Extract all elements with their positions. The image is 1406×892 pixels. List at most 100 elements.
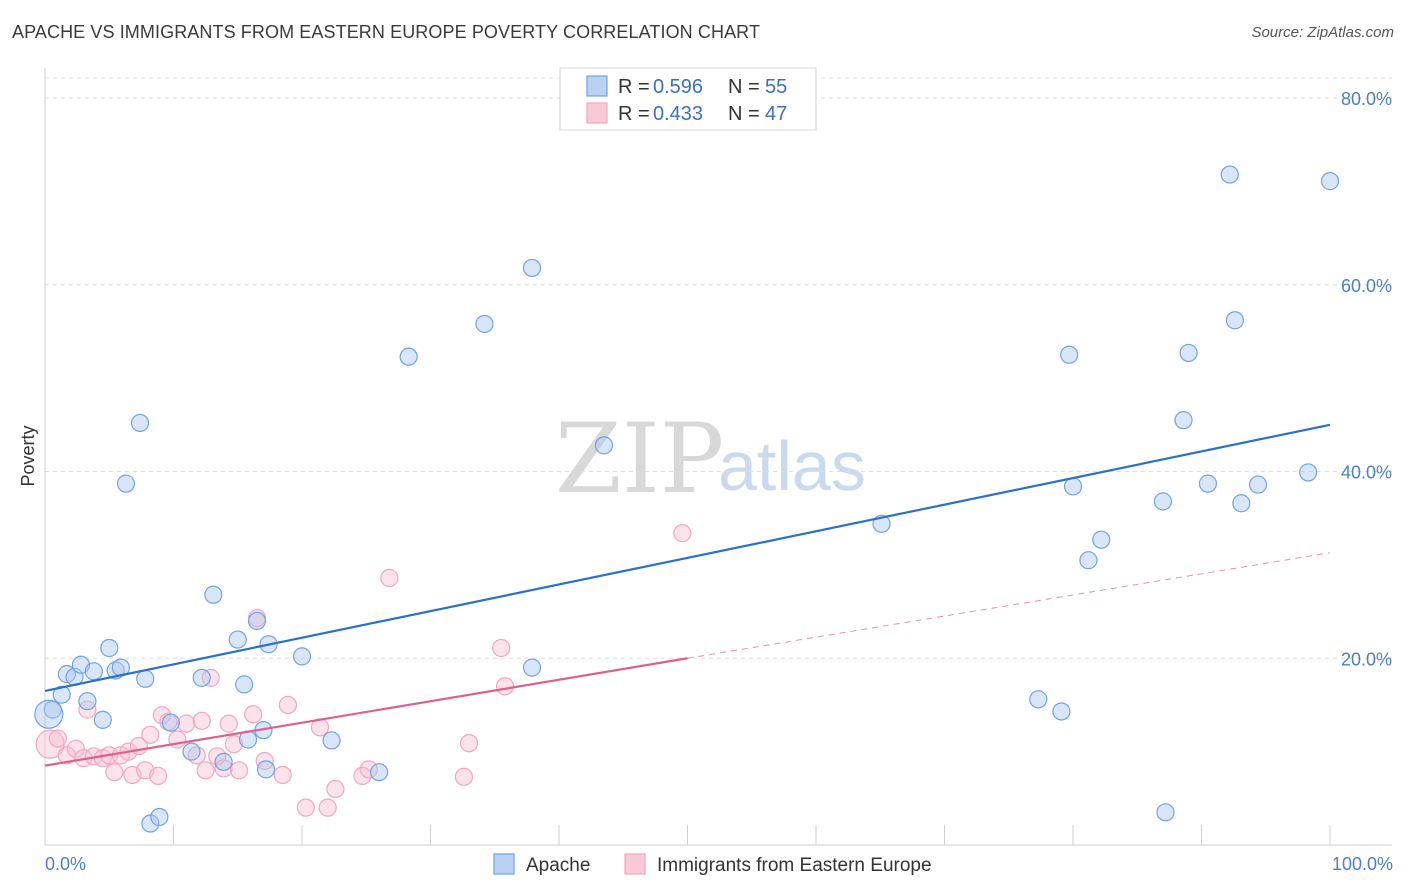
apache-point <box>235 675 254 694</box>
bottom-legend-immigrants: Immigrants from Eastern Europe <box>657 855 932 876</box>
legend-immigrants-r-label: R = <box>618 103 650 125</box>
immigrants-point <box>148 766 168 786</box>
immigrants-point <box>380 568 399 588</box>
x-tick-label-min: 0.0% <box>45 854 86 874</box>
chart-title: APACHE VS IMMIGRANTS FROM EASTERN EUROPE… <box>12 22 761 42</box>
apache-trendline <box>44 423 1331 693</box>
apache-point <box>130 413 150 433</box>
immigrants-point <box>192 711 211 730</box>
immigrants-trendline-extension <box>687 552 1331 659</box>
apache-point <box>475 314 494 334</box>
immigrants-point <box>359 760 378 779</box>
immigrants-point <box>105 763 124 782</box>
apache-point <box>1232 494 1251 513</box>
immigrants-point <box>224 735 243 754</box>
apache-point <box>1174 411 1193 430</box>
watermark: ZIP atlas <box>555 403 866 515</box>
apache-point <box>1060 345 1079 364</box>
apache-point <box>150 807 169 827</box>
immigrants-point <box>196 761 215 780</box>
apache-point <box>522 658 542 677</box>
immigrants-point <box>141 725 160 744</box>
apache-point <box>322 731 341 750</box>
apache-point <box>1248 475 1268 494</box>
legend-immigrants-n-label: N = <box>728 103 760 125</box>
apache-point <box>522 258 542 278</box>
immigrants-point <box>454 767 474 786</box>
apache-point <box>399 347 418 366</box>
y-tick-label: 80.0% <box>1341 89 1392 109</box>
immigrants-point <box>66 739 85 758</box>
apache-point <box>182 742 201 761</box>
immigrants-point <box>48 729 67 748</box>
apache-point <box>1079 551 1098 570</box>
apache-point <box>1153 492 1173 511</box>
immigrants-point <box>492 638 511 658</box>
apache-point <box>100 638 119 658</box>
apache-point <box>370 763 389 782</box>
legend-apache-n-label: N = <box>728 76 760 98</box>
apache-point <box>34 699 64 729</box>
legend-immigrants-r: 0.433 <box>653 103 703 125</box>
apache-point <box>1225 311 1245 330</box>
immigrants-point <box>459 734 479 753</box>
bottom-legend-immigrants-swatch <box>624 853 646 875</box>
legend-apache-n: 55 <box>765 76 787 98</box>
watermark-atlas: atlas <box>718 427 866 505</box>
immigrants-point <box>278 695 297 715</box>
legend-apache-swatch <box>586 75 608 97</box>
apache-point <box>1156 803 1175 822</box>
axes <box>44 68 1392 846</box>
legend-immigrants-swatch <box>586 102 608 124</box>
chart-source: Source: ZipAtlas.com <box>1251 24 1394 41</box>
apache-point <box>84 662 103 681</box>
immigrants-point <box>296 798 315 817</box>
bottom-legend-apache-swatch <box>493 853 515 875</box>
apache-point <box>93 710 112 729</box>
y-tick-label: 40.0% <box>1341 463 1392 483</box>
immigrants-point <box>326 779 345 799</box>
apache-point <box>192 668 211 687</box>
apache-point <box>1198 474 1218 493</box>
apache-point <box>141 814 160 833</box>
apache-point <box>116 474 136 493</box>
immigrants-point <box>673 524 692 543</box>
apache-point <box>161 713 181 732</box>
immigrants-point <box>273 765 292 785</box>
y-axis-label: Poverty <box>18 425 38 486</box>
apache-point <box>228 630 247 649</box>
apache-point <box>1092 530 1111 549</box>
apache-point <box>1052 702 1071 721</box>
grid <box>45 77 1392 659</box>
apache-point <box>78 692 97 711</box>
watermark-zip: ZIP <box>555 403 724 515</box>
apache-point <box>1299 463 1318 482</box>
immigrants-point <box>495 677 515 696</box>
x-tick-label-max: 100.0% <box>1332 854 1393 874</box>
legend: R = 0.596 N = 55 R = 0.433 N = 47 <box>559 67 817 131</box>
y-tick-label: 20.0% <box>1341 649 1392 669</box>
immigrants-points <box>35 524 692 817</box>
legend-immigrants-n: 47 <box>765 103 787 125</box>
immigrants-point <box>219 714 238 733</box>
apache-point <box>247 611 267 631</box>
apache-point <box>204 585 223 604</box>
apache-point <box>1320 172 1340 191</box>
apache-point <box>1220 165 1239 184</box>
immigrants-trendline <box>44 657 688 767</box>
y-tick-label: 60.0% <box>1341 276 1392 296</box>
apache-point <box>1063 477 1083 496</box>
tick-labels: 20.0% 40.0% 60.0% 80.0% 0.0% 100.0% <box>45 89 1393 874</box>
apache-point <box>136 669 155 688</box>
immigrants-point <box>214 759 233 778</box>
apache-point <box>1179 343 1198 363</box>
apache-point <box>256 760 276 779</box>
legend-apache-r-label: R = <box>618 76 650 98</box>
bottom-legend: Apache Immigrants from Eastern Europe <box>493 853 932 876</box>
apache-point <box>214 752 233 771</box>
trendlines <box>44 423 1331 767</box>
immigrants-point <box>244 705 263 724</box>
apache-point <box>52 685 71 704</box>
apache-point <box>1029 690 1048 709</box>
